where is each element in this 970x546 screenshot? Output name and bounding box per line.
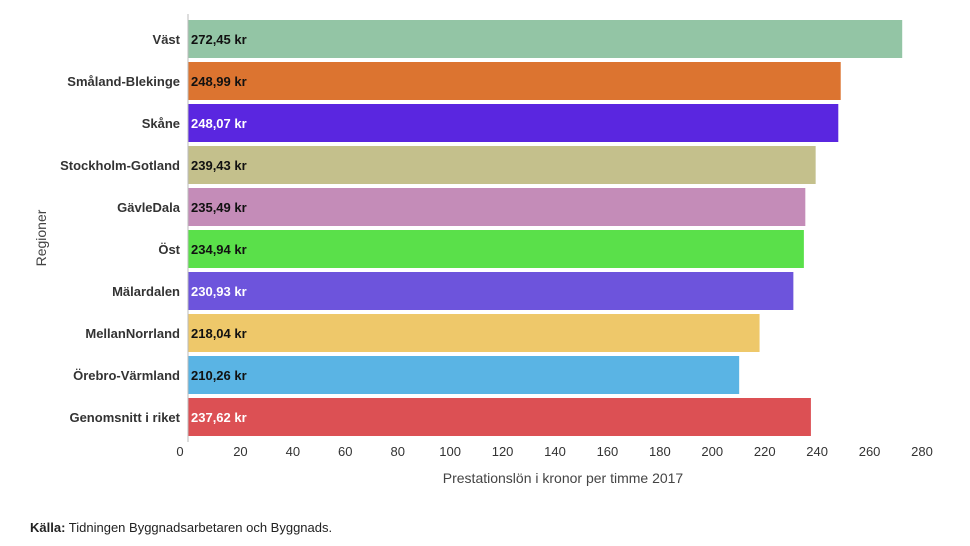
x-tick-labels: 0 20 40 60 80 100 120 140 160 180 200 220 240 260 280 [176,444,932,459]
x-tick-label: 200 [701,444,723,459]
category-label: Stockholm-Gotland [60,158,180,173]
category-label: MellanNorrland [85,326,180,341]
x-tick-label: 40 [286,444,300,459]
data-label: 248,99 kr [191,74,247,89]
data-label: 210,26 kr [191,368,247,383]
source-text: Tidningen Byggnadsarbetaren och Byggnads… [68,520,333,535]
x-tick-label: 280 [911,444,933,459]
bar [188,272,794,310]
x-tick-label: 0 [176,444,183,459]
x-tick-label: 120 [492,444,514,459]
bar [188,230,804,268]
x-tick-label: 60 [338,444,352,459]
bar-chart: 272,45 kr 248,99 kr 248,07 kr 239,43 kr 235,… [33,14,933,486]
category-label: Öst [158,242,180,257]
category-label: Mälardalen [112,284,180,299]
x-axis-title: Prestationslön i kronor per timme 2017 [443,470,684,486]
bar [188,104,839,142]
x-tick-label: 160 [597,444,619,459]
category-label: Väst [153,32,181,47]
x-tick-label: 240 [806,444,828,459]
data-label: 235,49 kr [191,200,247,215]
category-labels: Väst Småland-Blekinge Skåne Stockholm-Gotla… [60,32,181,425]
x-tick-label: 180 [649,444,671,459]
data-label: 230,93 kr [191,284,247,299]
x-tick-label: 260 [859,444,881,459]
x-tick-label: 140 [544,444,566,459]
bar [188,398,811,436]
x-tick-label: 20 [233,444,247,459]
bar [188,146,816,184]
data-label: 272,45 kr [191,32,247,47]
category-label: Skåne [142,116,180,131]
y-axis-title: Regioner [33,209,49,266]
source-note: Källa: Tidningen Byggnadsarbetaren och B… [30,520,332,535]
data-label: 248,07 kr [191,116,247,131]
bars-layer: 272,45 kr 248,99 kr 248,07 kr 239,43 kr 235,… [188,20,903,436]
x-tick-label: 220 [754,444,776,459]
data-label: 239,43 kr [191,158,247,173]
bar [188,188,806,226]
category-label: Småland-Blekinge [67,74,180,89]
chart-svg: 272,45 kr 248,99 kr 248,07 kr 239,43 kr 235,… [33,14,933,486]
category-label: Örebro-Värmland [73,368,180,383]
bar [188,314,760,352]
bar [188,20,903,58]
bar [188,62,841,100]
data-label: 218,04 kr [191,326,247,341]
bar [188,356,740,394]
category-label: Genomsnitt i riket [69,410,180,425]
x-tick-label: 80 [390,444,404,459]
data-label: 234,94 kr [191,242,247,257]
data-label: 237,62 kr [191,410,247,425]
category-label: GävleDala [117,200,181,215]
source-label: Källa: [30,520,66,535]
x-tick-label: 100 [439,444,461,459]
